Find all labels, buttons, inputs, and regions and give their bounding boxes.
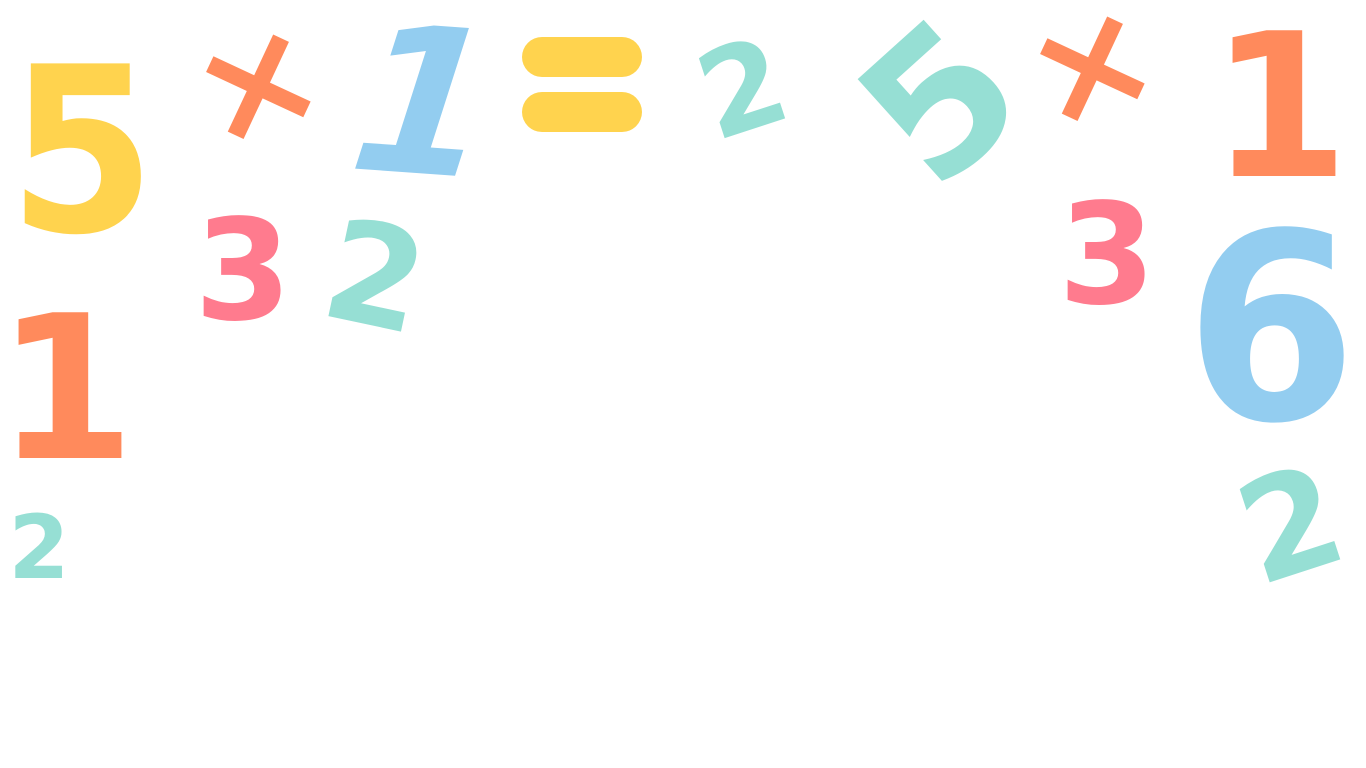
digit-one-blue: 1: [316, 0, 528, 225]
digit-one-orange-left: 1: [0, 273, 136, 506]
equals-bar-bottom: [522, 92, 642, 132]
equals-bar-top: [522, 37, 642, 77]
digit-two-small-left: 2: [8, 496, 70, 599]
digit-five-yellow: 5: [8, 19, 156, 286]
digit-one-orange-right: 1: [1210, 0, 1350, 224]
digit-three-pink-left: 3: [194, 190, 292, 353]
digit-six-blue: 6: [1185, 179, 1357, 481]
digit-two-teal-left: 2: [310, 187, 440, 368]
digit-three-pink-right: 3: [1058, 174, 1156, 337]
multiply-sign-left: ×: [168, 0, 346, 187]
digit-two-top: 2: [681, 10, 805, 169]
